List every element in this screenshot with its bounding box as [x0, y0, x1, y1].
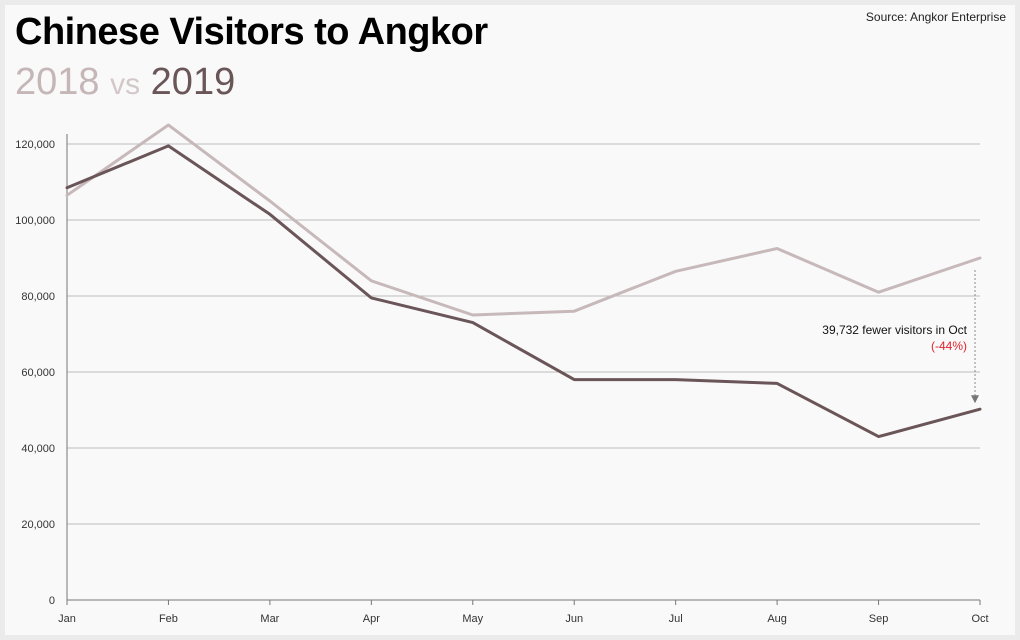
- chart-subtitle: 2018 vs 2019: [15, 61, 236, 104]
- y-tick-label: 40,000: [21, 443, 55, 455]
- x-tick-label: Mar: [260, 613, 279, 625]
- x-tick-label: Apr: [363, 613, 380, 625]
- x-tick-label: Aug: [767, 613, 787, 625]
- series-lines: [65, 123, 982, 439]
- series-line-2018: [65, 123, 982, 317]
- x-tick-label: Jul: [669, 613, 683, 625]
- gridlines: [67, 143, 980, 525]
- subtitle-year-2019: 2019: [150, 61, 236, 103]
- x-tick-label: Oct: [971, 613, 988, 625]
- y-tick-label: 0: [49, 595, 55, 607]
- x-tick-label: Feb: [159, 613, 178, 625]
- series-line-2019: [65, 144, 982, 439]
- y-tick-label: 60,000: [21, 367, 55, 379]
- subtitle-vs: vs: [110, 68, 141, 101]
- chart-frame: [5, 5, 1015, 635]
- x-tick-label: Jan: [58, 613, 76, 625]
- annotation-text: 39,732 fewer visitors in Oct: [822, 323, 967, 337]
- y-tick-label: 100,000: [15, 215, 55, 227]
- annotation: 39,732 fewer visitors in Oct (-44%): [822, 270, 979, 404]
- x-tick-label: Jun: [565, 613, 583, 625]
- y-axis-ticks: 0 20,000 40,000 60,000 80,000 100,000 120,000: [15, 139, 55, 607]
- x-tick-label: May: [462, 613, 483, 625]
- chart-title: Chinese Visitors to Angkor: [15, 11, 488, 53]
- x-tick-label: Sep: [869, 613, 889, 625]
- annotation-percent: (-44%): [931, 339, 967, 353]
- subtitle-year-2018: 2018: [15, 61, 100, 103]
- source-note: Source: Angkor Enterprise: [865, 10, 1006, 24]
- y-tick-label: 120,000: [15, 139, 55, 151]
- y-tick-label: 80,000: [21, 291, 55, 303]
- x-axis: Jan Feb Mar Apr May Jun Jul Aug Sep Oct: [58, 134, 989, 625]
- y-tick-label: 20,000: [21, 519, 55, 531]
